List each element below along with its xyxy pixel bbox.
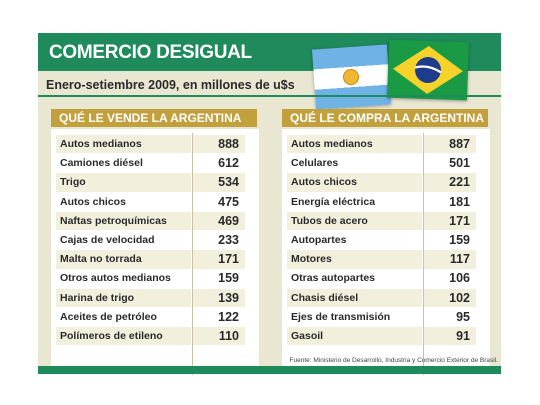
table-row: Otras autopartes 106: [287, 269, 485, 287]
table-row: Autos chicos 475: [56, 193, 254, 211]
row-value: 91: [424, 327, 476, 346]
row-item-name: Cajas de velocidad: [60, 234, 155, 246]
row-value: 233: [218, 233, 239, 247]
table-row: Harina de trigo 139: [56, 288, 254, 307]
row-value: 122: [218, 309, 239, 324]
imports-table: Autos medianos 887 Celulares 501 Autos chico…: [282, 129, 490, 379]
table-row: Ejes de transmisión 95: [287, 308, 485, 326]
source-note: Fuente: Ministerio de Desarrollo, Indust…: [289, 357, 498, 364]
left-table-heading: QUÉ LE VENDE LA ARGENTINA: [51, 109, 257, 127]
row-value: 221: [424, 173, 476, 192]
row-item-name: Harina de trigo: [56, 288, 191, 307]
row-item-name: Gasoil: [287, 327, 422, 346]
argentina-flag-icon: [311, 44, 392, 110]
row-value: 95: [456, 309, 470, 324]
sun-of-may-icon: [342, 68, 360, 86]
column-divider: [192, 133, 193, 375]
row-item-name: Tubos de acero: [287, 211, 422, 231]
table-row: Polímeros de etileno 110: [56, 327, 254, 346]
row-value: 887: [424, 135, 476, 154]
row-item-name: Autopartes: [291, 234, 347, 246]
row-item-name: Motores: [287, 250, 422, 269]
row-item-name: Autos chicos: [60, 195, 126, 208]
table-row: Tubos de acero 171: [287, 211, 485, 231]
table-row: Aceites de petróleo 122: [56, 308, 254, 326]
row-value: 117: [424, 250, 476, 269]
row-value: 171: [193, 250, 245, 269]
table-row: Autopartes 159: [287, 231, 485, 249]
row-item-name: Otros autos medianos: [60, 272, 171, 285]
row-value: 139: [193, 288, 245, 307]
bottom-bar: [38, 366, 501, 374]
row-item-name: Naftas petroquímicas: [56, 211, 191, 231]
subtitle: Enero-setiembre 2009, en millones de u$s: [46, 78, 295, 92]
row-item-name: Aceites de petróleo: [60, 310, 157, 323]
table-row: Energía eléctrica 181: [287, 193, 485, 211]
row-value: 106: [449, 271, 470, 286]
row-value: 102: [424, 288, 476, 307]
row-item-name: Malta no torrada: [56, 250, 191, 269]
brazil-flag-emblem: [393, 46, 463, 94]
table-row: Autos medianos 888: [56, 135, 254, 154]
row-value: 888: [193, 135, 245, 154]
row-value: 110: [193, 327, 245, 346]
table-row: Trigo 534: [56, 173, 254, 192]
row-item-name: Energía eléctrica: [291, 195, 376, 208]
row-item-name: Ejes de transmisión: [291, 310, 391, 323]
table-row: Chasis diésel 102: [287, 288, 485, 307]
row-value: 534: [193, 173, 245, 192]
row-value: 469: [193, 211, 245, 231]
row-item-name: Camiones diésel: [60, 157, 143, 170]
row-value: 475: [218, 194, 239, 209]
table-row: Gasoil 91: [287, 327, 485, 346]
table-row: Camiones diésel 612: [56, 154, 254, 172]
right-table-heading: QUÉ LE COMPRA LA ARGENTINA: [282, 109, 488, 127]
table-row: Autos medianos 887: [287, 135, 485, 154]
row-value: 501: [449, 156, 470, 171]
row-item-name: Autos medianos: [287, 135, 422, 154]
table-row: Autos chicos 221: [287, 173, 485, 192]
row-item-name: Chasis diésel: [287, 288, 422, 307]
row-item-name: Autos medianos: [56, 135, 191, 154]
row-value: 181: [449, 194, 470, 209]
row-value: 612: [218, 156, 239, 171]
divider: [38, 95, 501, 97]
table-row: Naftas petroquímicas 469: [56, 211, 254, 231]
row-value: 159: [218, 271, 239, 286]
row-item-name: Otras autopartes: [291, 272, 376, 285]
page-title: COMERCIO DESIGUAL: [49, 42, 252, 63]
row-value: 159: [449, 233, 470, 247]
row-value: 171: [424, 211, 476, 231]
table-row: Celulares 501: [287, 154, 485, 172]
table-row: Motores 117: [287, 250, 485, 269]
table-row: Malta no torrada 171: [56, 250, 254, 269]
exports-table: Autos medianos 888 Camiones diésel 612 Trigo…: [51, 129, 259, 379]
brazil-flag-icon: [387, 39, 469, 101]
row-item-name: Polímeros de etileno: [56, 327, 191, 346]
row-item-name: Trigo: [56, 173, 191, 192]
row-item-name: Celulares: [291, 157, 339, 170]
column-divider: [423, 133, 424, 375]
table-row: Otros autos medianos 159: [56, 269, 254, 287]
infographic: COMERCIO DESIGUAL Enero-setiembre 2009, …: [38, 33, 501, 379]
row-item-name: Autos chicos: [287, 173, 422, 192]
table-row: Cajas de velocidad 233: [56, 231, 254, 249]
